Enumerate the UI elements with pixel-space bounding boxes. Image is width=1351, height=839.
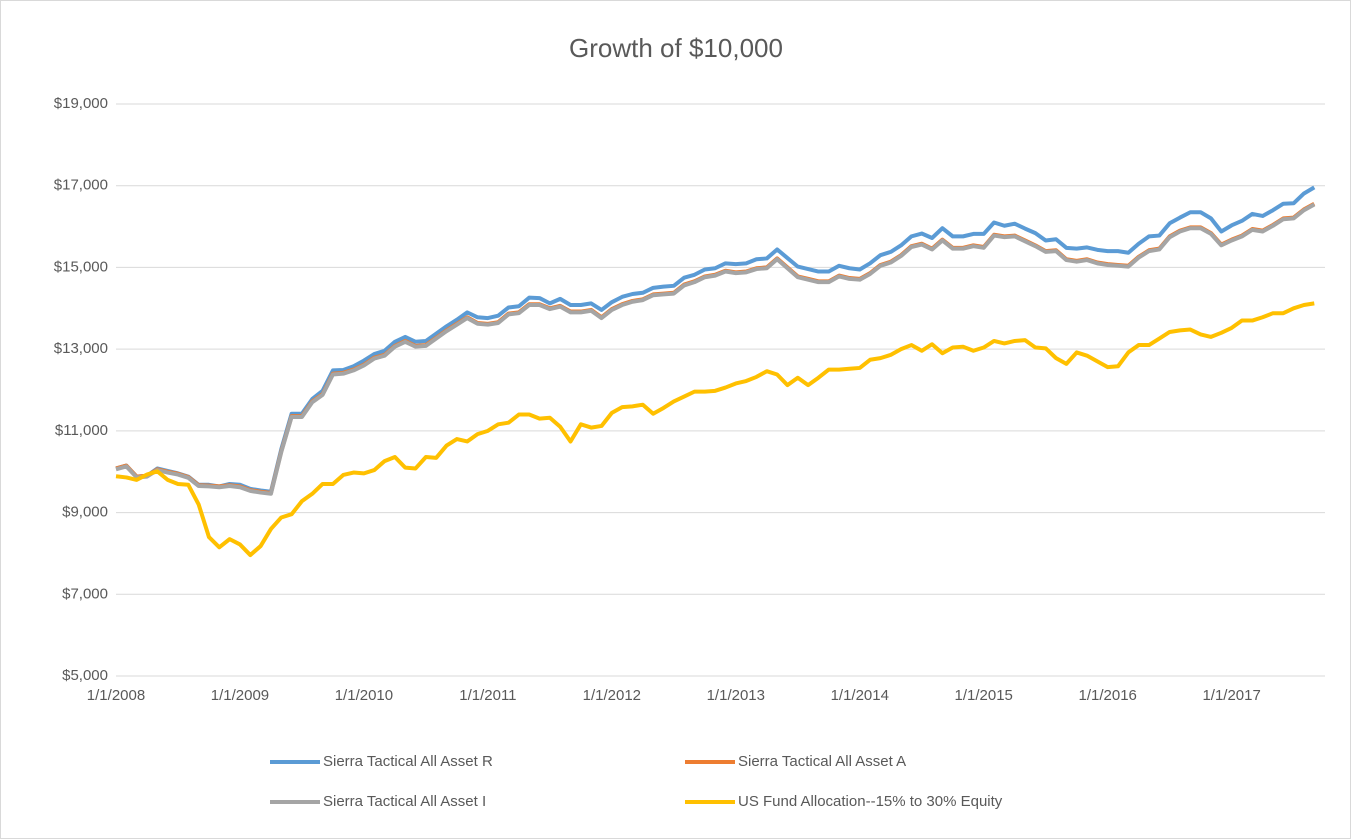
- x-tick-label: 1/1/2017: [1202, 687, 1260, 704]
- y-tick-label: $5,000: [62, 667, 108, 684]
- x-tick-label: 1/1/2010: [335, 687, 393, 704]
- legend-label: Sierra Tactical All Asset R: [323, 753, 493, 770]
- y-tick-label: $11,000: [55, 422, 108, 439]
- series-line: [115, 202, 1316, 496]
- y-tick-label: $13,000: [54, 340, 108, 357]
- series-line: [115, 301, 1315, 558]
- y-tick-label: $7,000: [62, 585, 108, 602]
- x-tick-label: 1/1/2012: [583, 687, 641, 704]
- legend-label: Sierra Tactical All Asset I: [323, 793, 486, 810]
- legend-label: US Fund Allocation--15% to 30% Equity: [738, 793, 1003, 810]
- x-tick-label: 1/1/2011: [459, 687, 516, 704]
- y-tick-label: $19,000: [54, 95, 108, 112]
- y-tick-label: $9,000: [62, 504, 108, 521]
- legend-label: Sierra Tactical All Asset A: [738, 753, 906, 770]
- x-tick-label: 1/1/2016: [1078, 687, 1136, 704]
- y-tick-label: $15,000: [54, 258, 108, 275]
- series-line: [115, 185, 1316, 494]
- x-tick-label: 1/1/2013: [707, 687, 765, 704]
- x-tick-label: 1/1/2014: [831, 687, 889, 704]
- x-tick-label: 1/1/2009: [211, 687, 269, 704]
- x-tick-label: 1/1/2015: [955, 687, 1013, 704]
- chart-title: Growth of $10,000: [569, 33, 783, 63]
- x-tick-label: 1/1/2008: [87, 687, 145, 704]
- y-tick-label: $17,000: [54, 177, 108, 194]
